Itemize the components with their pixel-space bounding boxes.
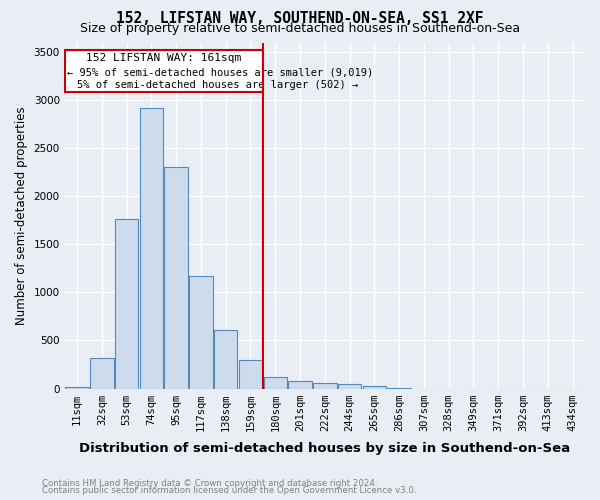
- Text: 5% of semi-detached houses are larger (502) →: 5% of semi-detached houses are larger (5…: [77, 80, 358, 90]
- Bar: [90, 358, 113, 388]
- Bar: [263, 376, 287, 388]
- Text: 152 LIFSTAN WAY: 161sqm: 152 LIFSTAN WAY: 161sqm: [86, 53, 241, 63]
- Text: 152, LIFSTAN WAY, SOUTHEND-ON-SEA, SS1 2XF: 152, LIFSTAN WAY, SOUTHEND-ON-SEA, SS1 2…: [116, 11, 484, 26]
- FancyBboxPatch shape: [65, 50, 263, 92]
- X-axis label: Distribution of semi-detached houses by size in Southend-on-Sea: Distribution of semi-detached houses by …: [79, 442, 571, 455]
- Bar: [164, 168, 188, 388]
- Bar: [313, 383, 337, 388]
- Bar: [189, 276, 213, 388]
- Text: Contains public sector information licensed under the Open Government Licence v3: Contains public sector information licen…: [42, 486, 416, 495]
- Bar: [338, 384, 361, 388]
- Bar: [115, 220, 139, 388]
- Bar: [288, 382, 312, 388]
- Bar: [214, 330, 238, 388]
- Text: Size of property relative to semi-detached houses in Southend-on-Sea: Size of property relative to semi-detach…: [80, 22, 520, 35]
- Bar: [239, 360, 262, 388]
- Text: Contains HM Land Registry data © Crown copyright and database right 2024.: Contains HM Land Registry data © Crown c…: [42, 478, 377, 488]
- Bar: [65, 386, 89, 388]
- Y-axis label: Number of semi-detached properties: Number of semi-detached properties: [15, 106, 28, 325]
- Bar: [140, 108, 163, 388]
- Bar: [362, 386, 386, 388]
- Text: ← 95% of semi-detached houses are smaller (9,019): ← 95% of semi-detached houses are smalle…: [67, 67, 373, 77]
